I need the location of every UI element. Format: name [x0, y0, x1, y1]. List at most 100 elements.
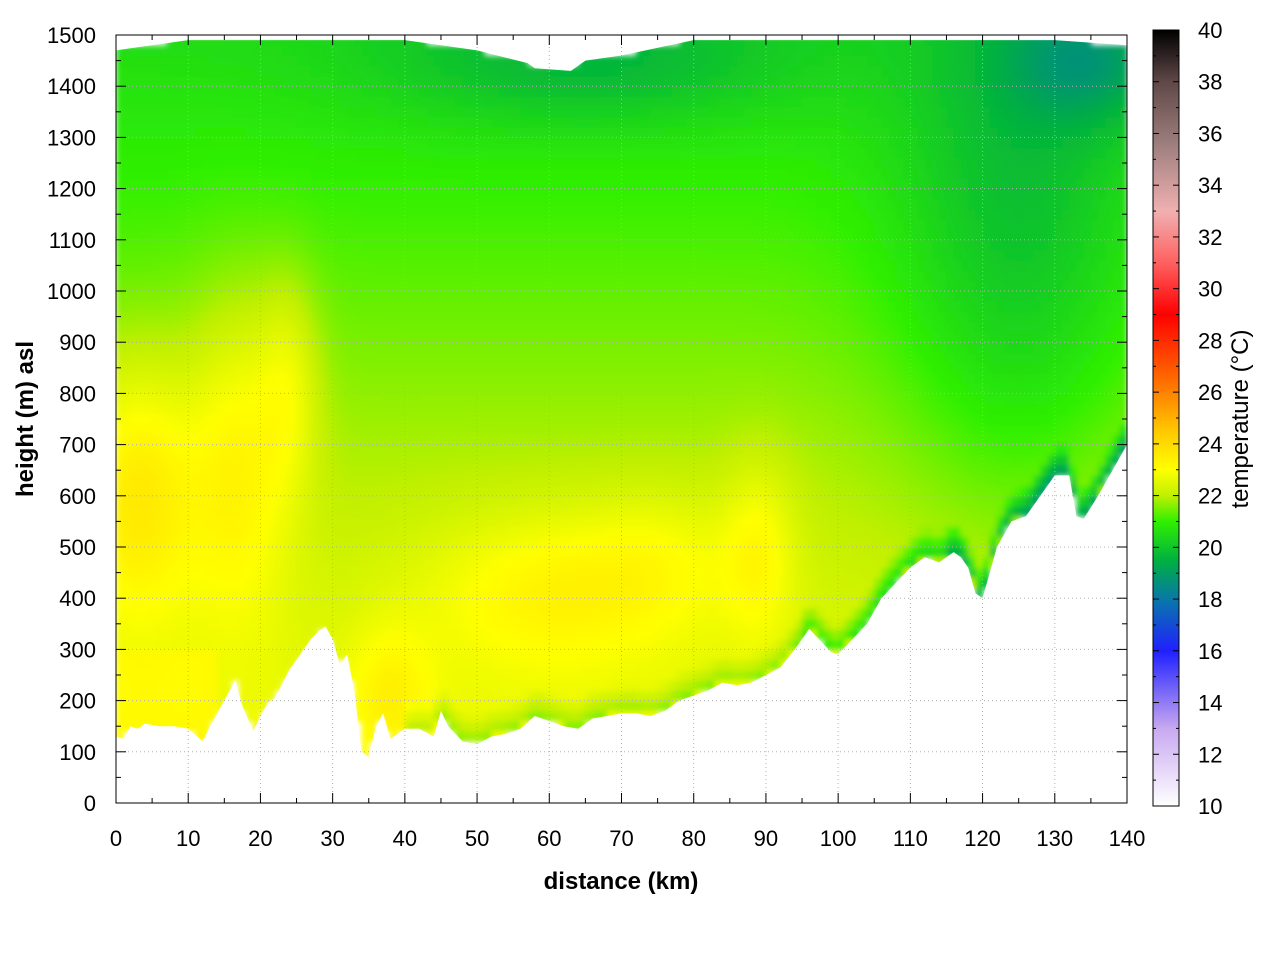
heatmap-cell — [296, 495, 305, 507]
heatmap-cell — [209, 352, 218, 364]
heatmap-cell — [607, 608, 615, 620]
heatmap-cell — [209, 65, 218, 77]
heatmap-cell — [433, 301, 442, 313]
heatmap-cell — [224, 475, 233, 487]
heatmap-cell — [253, 506, 262, 517]
heatmap-cell — [188, 567, 197, 579]
heatmap-cell — [520, 700, 529, 712]
heatmap-cell — [209, 250, 218, 261]
heatmap-cell — [318, 291, 327, 302]
heatmap-cell — [130, 219, 139, 231]
heatmap-cell — [477, 229, 485, 241]
heatmap-cell — [361, 608, 370, 620]
heatmap-cell — [556, 106, 565, 118]
heatmap-cell — [614, 127, 623, 138]
heatmap-cell — [542, 270, 550, 282]
heatmap-cell — [274, 547, 283, 558]
heatmap-cell — [166, 577, 175, 589]
heatmap-cell — [650, 86, 659, 98]
heatmap-cell — [570, 331, 579, 343]
heatmap-cell — [289, 608, 298, 620]
heatmap-cell — [412, 557, 420, 569]
heatmap-cell — [159, 291, 168, 302]
heatmap-cell — [253, 639, 262, 650]
heatmap-cell — [332, 372, 341, 384]
heatmap-cell — [621, 577, 630, 589]
heatmap-cell — [274, 178, 283, 190]
heatmap-cell — [202, 147, 211, 159]
heatmap-cell — [383, 311, 392, 323]
heatmap-cell — [209, 506, 218, 517]
heatmap-cell — [383, 628, 392, 640]
heatmap-cell — [195, 147, 204, 159]
heatmap-cell — [462, 639, 471, 650]
heatmap-cell — [339, 331, 348, 343]
heatmap-cell — [650, 587, 659, 599]
heatmap-cell — [592, 331, 601, 343]
heatmap-cell — [491, 659, 500, 671]
heatmap-cell — [527, 147, 536, 159]
heatmap-cell — [339, 311, 348, 323]
heatmap-cell — [477, 291, 485, 302]
heatmap-cell — [563, 608, 572, 620]
heatmap-cell — [635, 547, 644, 558]
heatmap-cell — [130, 342, 139, 354]
heatmap-cell — [238, 639, 247, 650]
heatmap-cell — [412, 260, 420, 272]
heatmap-cell — [440, 403, 449, 415]
heatmap-cell — [375, 659, 384, 671]
heatmap-cell — [469, 209, 478, 220]
heatmap-cell — [607, 475, 615, 487]
heatmap-cell — [556, 383, 565, 394]
heatmap-cell — [448, 393, 457, 405]
heatmap-cell — [592, 690, 601, 702]
heatmap-cell — [144, 352, 153, 364]
heatmap-cell — [354, 137, 363, 149]
heatmap-cell — [556, 239, 565, 251]
heatmap-cell — [209, 383, 218, 394]
heatmap-cell — [318, 229, 327, 241]
heatmap-cell — [173, 403, 182, 415]
heatmap-cell — [209, 454, 218, 466]
heatmap-cell — [289, 598, 298, 610]
heatmap-cell — [274, 587, 283, 599]
heatmap-cell — [585, 536, 594, 548]
heatmap-cell — [491, 680, 500, 691]
heatmap-cell — [484, 321, 493, 333]
heatmap-cell — [549, 75, 558, 87]
heatmap-cell — [549, 260, 558, 272]
heatmap-cell — [383, 465, 392, 476]
heatmap-cell — [455, 413, 464, 425]
heatmap-cell — [375, 198, 384, 210]
heatmap-cell — [375, 526, 384, 538]
heatmap-cell — [123, 178, 132, 190]
heatmap-cell — [599, 587, 608, 599]
heatmap-cell — [448, 250, 457, 261]
heatmap-cell — [231, 547, 240, 558]
heatmap-cell — [462, 219, 471, 231]
heatmap-cell — [325, 465, 334, 476]
heatmap-cell — [621, 536, 630, 548]
heatmap-cell — [477, 567, 485, 579]
heatmap-cell — [180, 116, 189, 128]
heatmap-cell — [498, 506, 507, 517]
heatmap-cell — [195, 557, 204, 569]
heatmap-cell — [440, 137, 449, 149]
heatmap-cell — [202, 352, 211, 364]
heatmap-cell — [116, 710, 124, 722]
heatmap-cell — [209, 690, 218, 702]
heatmap-cell — [419, 536, 428, 548]
heatmap-cell — [224, 311, 233, 323]
heatmap-cell — [310, 434, 319, 446]
heatmap-cell — [368, 219, 377, 231]
heatmap-cell — [621, 700, 630, 712]
heatmap-cell — [491, 424, 500, 435]
heatmap-cell — [635, 372, 644, 384]
heatmap-cell — [484, 700, 493, 712]
heatmap-cell — [260, 86, 269, 98]
heatmap-cell — [419, 413, 428, 425]
heatmap-cell — [361, 362, 370, 374]
heatmap-cell — [130, 485, 139, 497]
heatmap-cell — [621, 301, 630, 313]
heatmap-cell — [607, 485, 615, 497]
